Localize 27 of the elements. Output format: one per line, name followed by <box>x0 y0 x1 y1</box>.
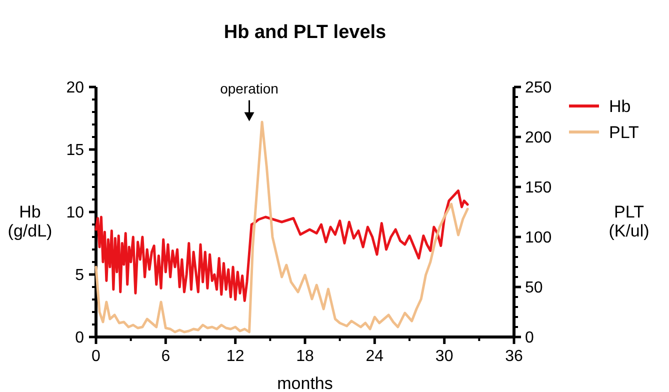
x-tick-label: 12 <box>226 348 244 365</box>
x-tick-label: 18 <box>296 348 314 365</box>
annotation: operation <box>220 80 278 96</box>
y-tick-label: 0 <box>75 330 84 347</box>
legend-label: PLT <box>609 122 639 142</box>
x-axis-title: months <box>277 374 333 392</box>
legend-label: Hb <box>609 96 631 116</box>
x-tick-label: 30 <box>435 348 454 365</box>
line-series <box>94 120 469 334</box>
y-tick-label: 5 <box>75 267 84 284</box>
y-tick-label: 10 <box>66 204 84 222</box>
x-tick-label: 24 <box>366 348 384 365</box>
line-series <box>94 190 469 302</box>
y2-tick-label: 150 <box>525 180 552 197</box>
x-tick-label: 0 <box>92 348 101 365</box>
y-tick-label: 15 <box>66 142 84 160</box>
y2-tick-label: 50 <box>525 280 543 297</box>
y2-axis-title: PLT (K/ul) <box>608 202 650 240</box>
x-tick-label: 36 <box>505 348 523 365</box>
y2-tick-label: 200 <box>525 130 552 147</box>
y2-tick-label: 0 <box>525 330 534 347</box>
x-tick-label: 6 <box>161 348 170 365</box>
y-tick-label: 20 <box>66 80 84 97</box>
y-axis-title: Hb (g/dL) <box>8 202 52 240</box>
chart-title: Hb and PLT levels <box>224 22 386 43</box>
y2-tick-label: 100 <box>525 230 552 247</box>
y2-tick-label: 250 <box>525 80 552 97</box>
